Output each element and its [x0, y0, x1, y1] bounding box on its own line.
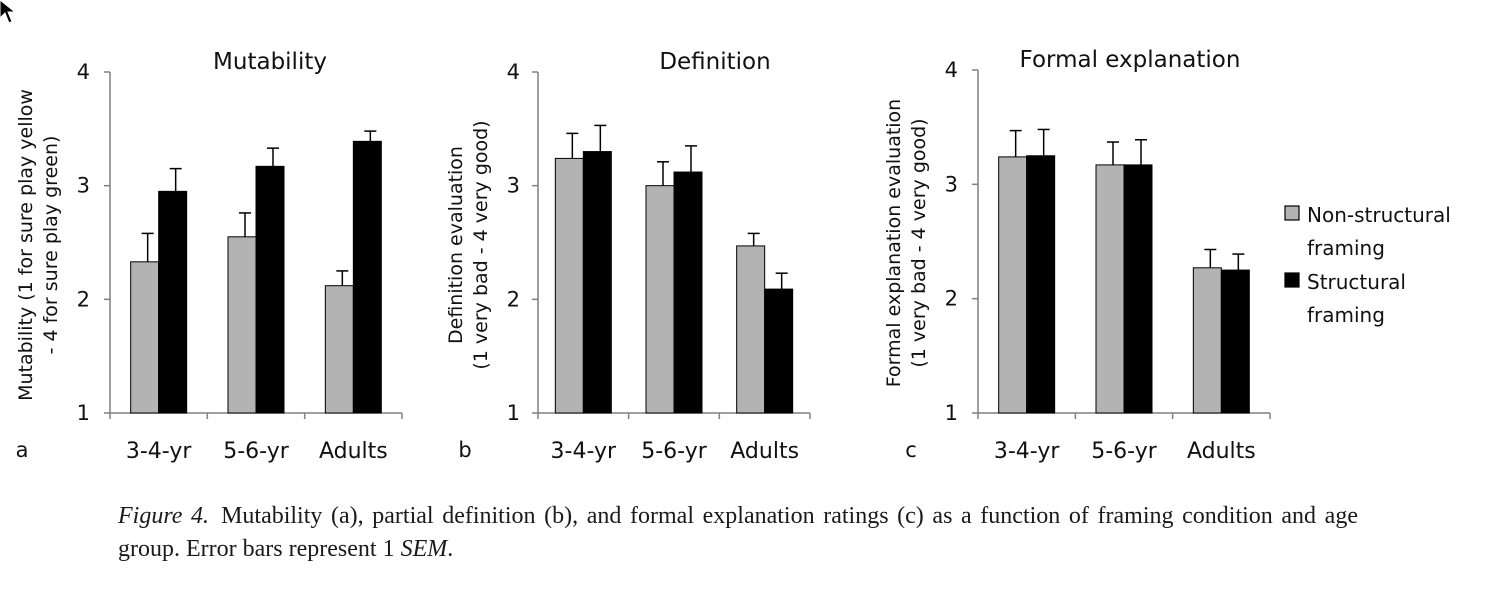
chart-title: Definition [659, 49, 770, 75]
x-tick-label: 3-4-yr [551, 439, 618, 464]
bar-non-structural [130, 261, 160, 414]
caption-text: Mutability (a), partial definition (b), … [118, 503, 1358, 562]
bar-non-structural [736, 245, 766, 414]
y-axis-label: (1 very bad - 4 very good) [908, 118, 930, 367]
y-tick-label: 4 [945, 58, 958, 82]
y-tick-label: 2 [507, 287, 520, 311]
bar-non-structural [1192, 267, 1222, 414]
x-tick-label: 5-6-yr [223, 439, 290, 464]
bar-non-structural [554, 157, 584, 414]
mouse-cursor-icon [0, 0, 17, 24]
y-tick-label: 1 [507, 401, 520, 425]
caption-end: . [447, 536, 454, 562]
y-tick-label: 2 [77, 287, 90, 311]
chart-panel-b: Definition Definition evaluation (1 very b… [445, 49, 811, 464]
legend-swatch-structural [1284, 272, 1300, 288]
chart-title: Formal explanation [1020, 47, 1241, 73]
bar-structural [255, 165, 285, 414]
legend-swatch-non-structural [1284, 205, 1300, 221]
x-tick-label: 3-4-yr [126, 439, 193, 464]
chart-title: Mutability [213, 49, 327, 75]
bar-structural [764, 288, 794, 414]
legend-label: Non-structural [1307, 203, 1451, 227]
bar-structural [352, 140, 382, 414]
legend-label: Structural [1307, 270, 1406, 294]
x-tick-label: 5-6-yr [641, 439, 708, 464]
bar-non-structural [645, 185, 675, 414]
legend-label: framing [1307, 303, 1385, 327]
y-tick-label: 4 [507, 60, 520, 84]
bar-non-structural [1095, 164, 1125, 414]
x-tick-label: Adults [1187, 439, 1256, 464]
x-tick-label: 3-4-yr [994, 439, 1061, 464]
bar-non-structural [227, 236, 257, 414]
y-axis-label: - 4 for sure play green) [40, 136, 62, 355]
caption-sem: SEM [400, 536, 448, 562]
x-tick-label: Adults [319, 439, 388, 464]
caption-figure-label: Figure 4. [118, 503, 210, 529]
bar-structural [1123, 164, 1153, 414]
y-axis-label: Formal explanation evaluation [883, 99, 905, 387]
y-tick-label: 3 [507, 174, 520, 198]
bar-structural [1026, 155, 1056, 414]
bar-structural [1220, 269, 1250, 414]
bar-non-structural [324, 285, 354, 414]
y-tick-label: 1 [77, 401, 90, 425]
y-tick-label: 4 [77, 60, 90, 84]
bar-structural [158, 190, 188, 414]
chart-panel-c: Formal explanation Formal explanation eva… [883, 47, 1271, 464]
y-axis-label: (1 very bad - 4 very good) [470, 120, 492, 369]
chart-panel-a: Mutability Mutability (1 for sure play ye… [15, 49, 403, 464]
bar-structural [582, 151, 612, 414]
y-axis-label: Definition evaluation [445, 146, 467, 344]
panel-label: b [458, 438, 471, 462]
y-tick-label: 3 [77, 174, 90, 198]
y-tick-label: 2 [945, 287, 958, 311]
bar-structural [673, 171, 703, 414]
y-tick-label: 1 [945, 401, 958, 425]
panel-label: c [905, 438, 917, 462]
legend-label: framing [1307, 236, 1385, 260]
legend: Non-structural framing Structural framing [1284, 203, 1451, 327]
panel-label: a [16, 438, 29, 462]
y-tick-label: 3 [945, 172, 958, 196]
bar-non-structural [998, 156, 1028, 414]
x-tick-label: Adults [730, 439, 799, 464]
figure-caption: Figure 4. Mutability (a), partial definit… [118, 500, 1358, 566]
x-tick-label: 5-6-yr [1091, 439, 1158, 464]
y-axis-label: Mutability (1 for sure play yellow [15, 89, 37, 401]
